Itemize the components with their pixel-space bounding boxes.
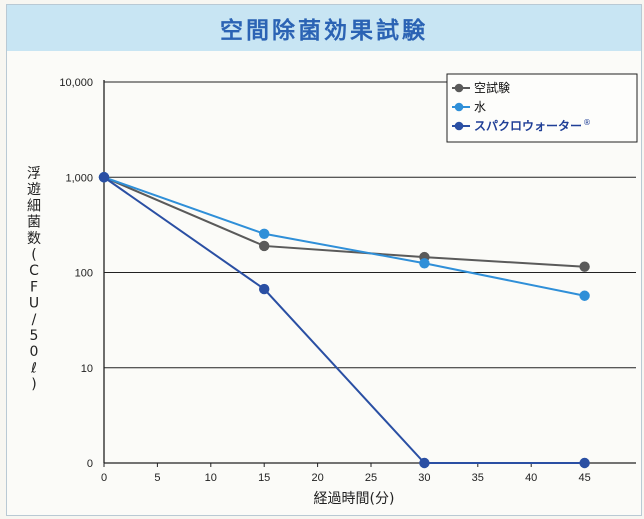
chart-title: 空間除菌効果試験 bbox=[220, 18, 428, 44]
legend-marker-0 bbox=[454, 83, 464, 93]
y-axis-label: 浮遊細菌数(C F U/5 0 ℓ) bbox=[27, 166, 41, 393]
x-axis-label: 経過時間(分) bbox=[314, 491, 395, 507]
data-point-1-3 bbox=[579, 290, 590, 301]
legend-registered-mark: ® bbox=[583, 118, 591, 127]
y-tick-label: 1,000 bbox=[65, 172, 93, 184]
data-point-0-1 bbox=[259, 240, 270, 252]
x-tick-label: 30 bbox=[418, 472, 430, 484]
data-point-1-2 bbox=[419, 258, 430, 269]
x-tick-label: 35 bbox=[472, 472, 484, 484]
legend-box bbox=[446, 73, 638, 143]
series-line-1 bbox=[103, 176, 585, 297]
y-tick-label: 10 bbox=[81, 363, 93, 375]
data-point-2-2 bbox=[419, 457, 430, 469]
legend-marker-1 bbox=[454, 102, 464, 112]
legend-label-0: 空試験 bbox=[474, 80, 510, 95]
legend-label-1: 水 bbox=[474, 100, 486, 114]
y-tick-labels: 0 10 100 1,000 10,000 bbox=[59, 77, 93, 470]
x-tick-label: 40 bbox=[525, 472, 537, 484]
series-line-0 bbox=[103, 176, 585, 268]
x-tick-labels: 0 5 10 15 20 25 30 35 40 45 bbox=[101, 463, 591, 484]
data-point-2-0 bbox=[98, 172, 110, 183]
data-point-1-1 bbox=[259, 228, 270, 239]
data-point-2-1 bbox=[259, 283, 270, 295]
series-line-2 bbox=[103, 176, 585, 464]
legend-label-2: スパクロウォーター bbox=[474, 119, 582, 133]
y-tick-label: 0 bbox=[87, 458, 93, 470]
title-bar: 空間除菌効果試験 bbox=[7, 5, 641, 51]
data-point-0-3 bbox=[579, 261, 590, 272]
series-group bbox=[98, 172, 590, 469]
y-tick-label: 10,000 bbox=[59, 77, 93, 89]
x-tick-label: 5 bbox=[154, 472, 160, 484]
x-tick-label: 15 bbox=[258, 472, 270, 484]
y-tick-label: 100 bbox=[75, 268, 93, 280]
legend-marker-2 bbox=[454, 121, 464, 131]
x-tick-label: 45 bbox=[578, 472, 590, 484]
x-tick-label: 25 bbox=[365, 472, 377, 484]
x-tick-label: 0 bbox=[101, 472, 107, 484]
x-tick-label: 20 bbox=[311, 472, 323, 484]
data-point-2-3 bbox=[579, 457, 590, 469]
x-tick-label: 10 bbox=[205, 472, 217, 484]
